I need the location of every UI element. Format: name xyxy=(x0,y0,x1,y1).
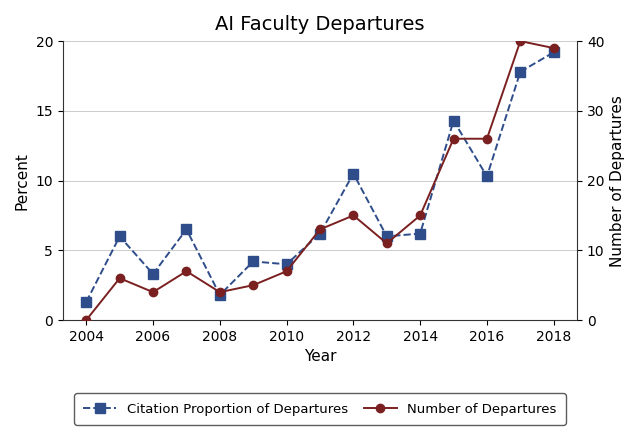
Number of Departures xyxy=(149,290,157,295)
Citation Proportion of Departures xyxy=(417,231,424,236)
Citation Proportion of Departures xyxy=(516,69,524,75)
Citation Proportion of Departures xyxy=(116,234,124,239)
Number of Departures xyxy=(116,276,124,281)
Citation Proportion of Departures xyxy=(182,227,190,232)
X-axis label: Year: Year xyxy=(304,349,336,364)
Line: Citation Proportion of Departures: Citation Proportion of Departures xyxy=(81,48,559,307)
Citation Proportion of Departures xyxy=(550,50,557,55)
Number of Departures xyxy=(550,45,557,51)
Citation Proportion of Departures xyxy=(383,234,390,239)
Citation Proportion of Departures xyxy=(250,259,257,264)
Citation Proportion of Departures xyxy=(349,171,357,176)
Number of Departures xyxy=(283,269,291,274)
Citation Proportion of Departures xyxy=(283,262,291,267)
Number of Departures xyxy=(316,227,324,232)
Line: Number of Departures: Number of Departures xyxy=(82,37,558,324)
Citation Proportion of Departures xyxy=(83,299,90,304)
Number of Departures xyxy=(483,136,491,141)
Citation Proportion of Departures xyxy=(149,271,157,276)
Citation Proportion of Departures xyxy=(483,174,491,179)
Number of Departures xyxy=(383,241,390,246)
Number of Departures xyxy=(216,290,223,295)
Title: AI Faculty Departures: AI Faculty Departures xyxy=(215,15,425,34)
Number of Departures xyxy=(516,38,524,44)
Citation Proportion of Departures xyxy=(450,118,458,123)
Citation Proportion of Departures xyxy=(216,292,223,297)
Number of Departures xyxy=(450,136,458,141)
Number of Departures xyxy=(250,283,257,288)
Number of Departures xyxy=(182,269,190,274)
Legend: Citation Proportion of Departures, Number of Departures: Citation Proportion of Departures, Numbe… xyxy=(74,393,566,425)
Y-axis label: Percent: Percent xyxy=(15,152,30,210)
Y-axis label: Number of Departures: Number of Departures xyxy=(610,95,625,266)
Number of Departures xyxy=(83,317,90,323)
Number of Departures xyxy=(417,213,424,218)
Number of Departures xyxy=(349,213,357,218)
Citation Proportion of Departures xyxy=(316,231,324,236)
